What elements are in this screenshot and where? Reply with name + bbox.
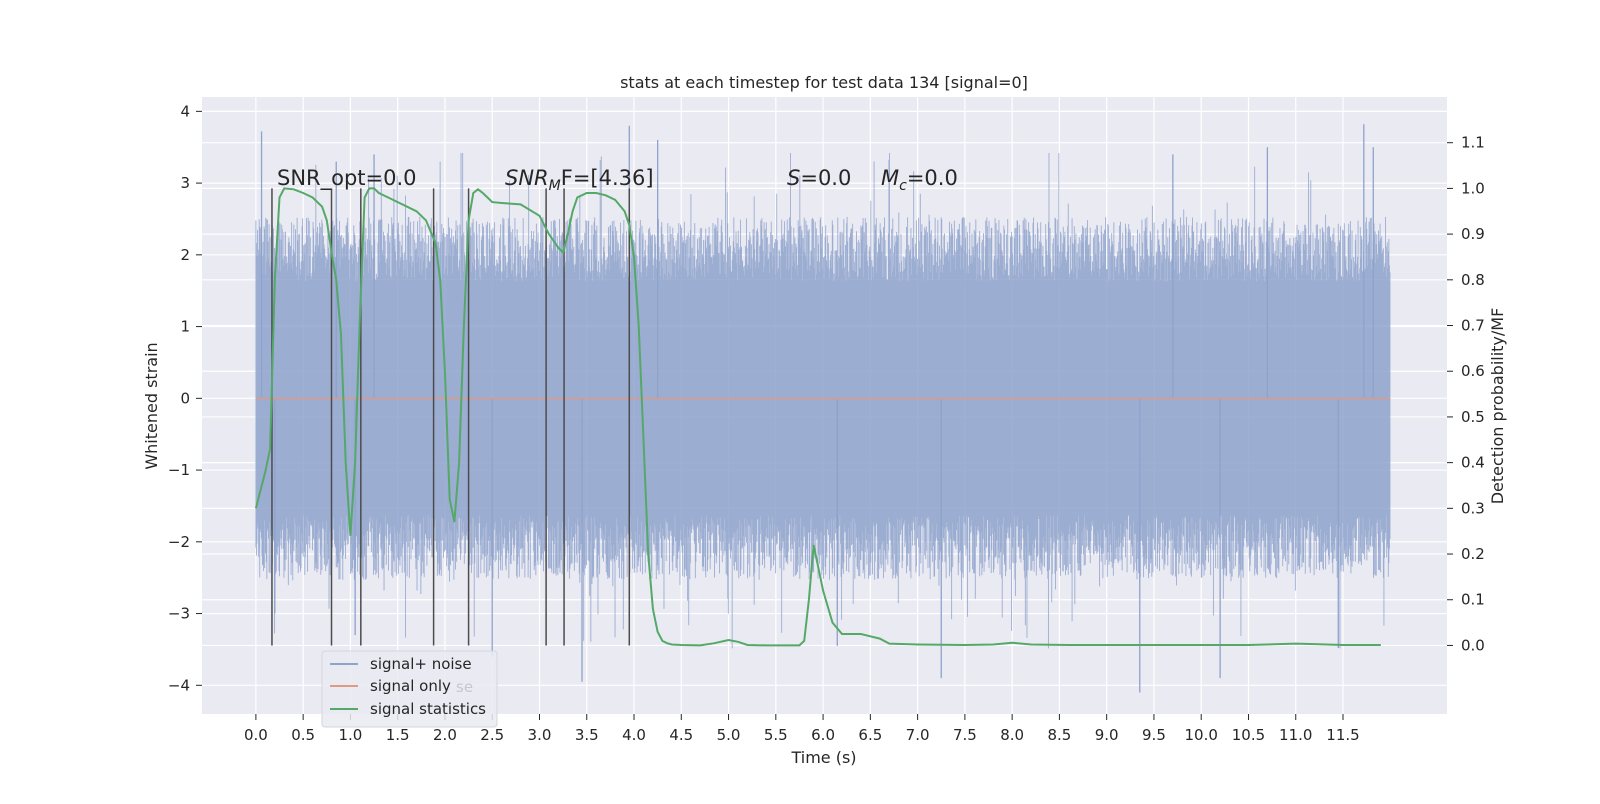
y-tick-label: −4 bbox=[168, 676, 190, 694]
y-tick-label: 4 bbox=[180, 102, 190, 120]
annotation-s: S=0.0 bbox=[787, 166, 851, 190]
annotation-snr-mf-base: SNR bbox=[505, 166, 549, 190]
noise-body bbox=[255, 153, 1391, 649]
annotation-s-rest: =0.0 bbox=[800, 166, 851, 190]
x-tick-label: 8.5 bbox=[1047, 726, 1071, 744]
y2-tick-label: 0.1 bbox=[1461, 591, 1485, 609]
x-tick-label: 0.0 bbox=[244, 726, 268, 744]
x-tick-label: 8.0 bbox=[1000, 726, 1024, 744]
legend-label-signal-noise: signal+ noise bbox=[370, 655, 472, 673]
y2-tick-label: 0.3 bbox=[1461, 499, 1485, 517]
y-tick-label: −2 bbox=[168, 533, 190, 551]
x-tick-label: 7.5 bbox=[953, 726, 977, 744]
x-tick-label: 10.5 bbox=[1232, 726, 1265, 744]
x-tick-label: 2.0 bbox=[433, 726, 457, 744]
y2-tick-label: 0.0 bbox=[1461, 636, 1485, 654]
annotation-mc: Mc=0.0 bbox=[881, 166, 958, 194]
chart-title: stats at each timestep for test data 134… bbox=[620, 73, 1028, 92]
legend-label-signal-statistics: signal statistics bbox=[370, 700, 486, 718]
y2-tick-label: 0.2 bbox=[1461, 545, 1485, 563]
legend-label-signal-only: signal only bbox=[370, 677, 451, 695]
signal-statistics-series bbox=[254, 187, 1381, 647]
y-axis-label: Whitened strain bbox=[142, 342, 161, 469]
x-tick-label: 7.0 bbox=[906, 726, 930, 744]
y2-tick-label: 0.8 bbox=[1461, 271, 1485, 289]
y2-tick-label: 0.9 bbox=[1461, 225, 1485, 243]
annotation-snr-mf-rest: F=[4.36] bbox=[561, 166, 654, 190]
x-axis-label: Time (s) bbox=[790, 748, 856, 767]
x-tick-label: 9.5 bbox=[1142, 726, 1166, 744]
x-tick-label: 6.5 bbox=[858, 726, 882, 744]
y2-axis-label: Detection probability/MF bbox=[1488, 308, 1507, 505]
y2-tick-label: 0.6 bbox=[1461, 362, 1485, 380]
annotation-snr-opt: SNR_opt=0.0 bbox=[277, 166, 417, 191]
legend-box bbox=[321, 650, 498, 728]
annotation-snr-mf: SNRMF=[4.36] bbox=[505, 166, 654, 194]
y2-tick-label: 0.5 bbox=[1461, 408, 1485, 426]
x-tick-label: 11.0 bbox=[1279, 726, 1312, 744]
marker-lines bbox=[271, 188, 631, 646]
y-tick-label: 2 bbox=[180, 246, 190, 264]
x-tick-label: 10.0 bbox=[1185, 726, 1218, 744]
x-tick-label: 5.0 bbox=[717, 726, 741, 744]
annotation-mc-base: M bbox=[881, 166, 899, 190]
annotation-mc-sub: c bbox=[899, 178, 907, 194]
y2-tick-label: 1.1 bbox=[1461, 134, 1485, 152]
y-tick-label: 3 bbox=[180, 174, 190, 192]
y-tick-label: 0 bbox=[180, 389, 190, 407]
x-tick-label: 11.5 bbox=[1326, 726, 1359, 744]
y2-tick-label: 1.0 bbox=[1461, 179, 1485, 197]
annotation-s-base: S bbox=[787, 166, 800, 190]
x-tick-label: 6.0 bbox=[811, 726, 835, 744]
x-tick-label: 1.0 bbox=[338, 726, 362, 744]
legend: se signal+ noise signal only signal stat… bbox=[321, 650, 498, 728]
x-tick-label: 5.5 bbox=[764, 726, 788, 744]
annotation-mc-rest: =0.0 bbox=[907, 166, 958, 190]
y-tick-label: −1 bbox=[168, 461, 190, 479]
x-tick-label: 9.0 bbox=[1095, 726, 1119, 744]
x-tick-label: 1.5 bbox=[386, 726, 410, 744]
axis-ticks: 0.0 0.5 1.0 1.5 2.0 2.5 3.0 3.5 4.0 4.5 5.0 5.5 6.0 6… bbox=[168, 102, 1485, 744]
x-tick-label: 3.5 bbox=[575, 726, 599, 744]
y-tick-label: −3 bbox=[168, 605, 190, 623]
x-tick-label: 2.5 bbox=[480, 726, 504, 744]
y2-tick-label: 0.7 bbox=[1461, 317, 1485, 335]
x-tick-label: 4.5 bbox=[669, 726, 693, 744]
y-tick-label: 1 bbox=[180, 318, 190, 336]
x-tick-label: 4.0 bbox=[622, 726, 646, 744]
annotation-snr-mf-sub: M bbox=[549, 178, 561, 194]
y2-tick-label: 0.4 bbox=[1461, 454, 1485, 472]
x-tick-label: 0.5 bbox=[291, 726, 315, 744]
x-tick-label: 3.0 bbox=[528, 726, 552, 744]
legend-ghost-text: se bbox=[456, 678, 473, 696]
